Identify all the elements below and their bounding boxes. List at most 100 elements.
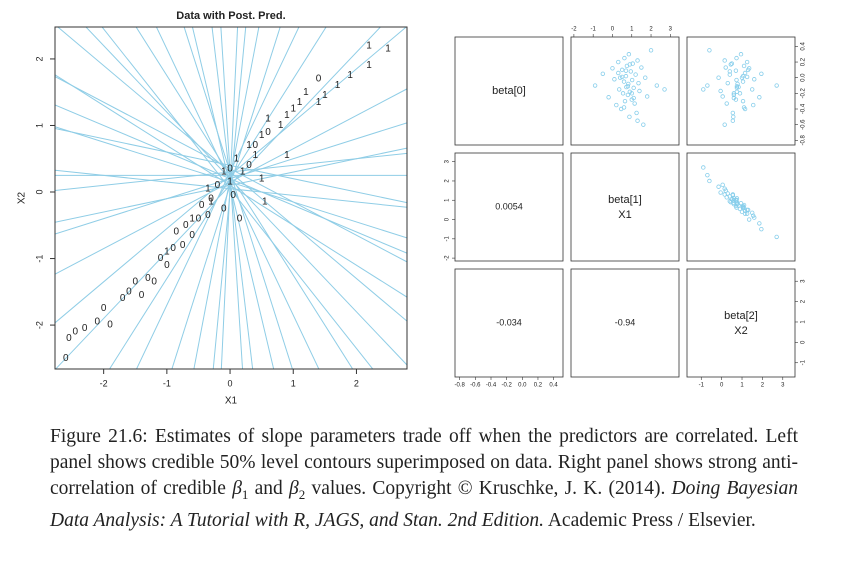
data-point: 1 [265,113,271,124]
panel-frame [570,268,680,378]
panel-frame [570,36,680,146]
data-point: 1 [385,44,391,55]
y-tick-label: 2 [801,299,807,303]
sample-point [738,200,744,206]
sample-point [731,198,737,203]
caption-book-title: Doing Bayesian Data Analysis: A Tutorial… [50,478,799,531]
data-point: 0 [246,160,252,171]
data-point: 0 [189,230,195,241]
sample-point [625,84,631,89]
data-point: 0 [227,163,233,174]
x-tick-label: -1 [163,378,171,388]
x-tick-label: 3 [669,27,673,33]
data-point: 1 [284,110,290,121]
data-point: 1 [284,150,290,161]
sample-point [728,62,734,67]
sample-point [610,66,615,71]
data-point: 0 [151,276,157,287]
sample-point [716,75,721,80]
x-tick-label: 0.0 [518,383,527,389]
sample-point [707,48,712,53]
sample-point [631,95,636,101]
data-point: 0 [215,180,221,191]
sample-point [757,95,762,100]
sample-point [731,196,737,201]
posterior-line [155,27,320,369]
sample-point [614,102,619,108]
data-point: 1 [164,247,170,258]
sample-point [701,165,706,170]
data-point: 0 [253,140,259,151]
caption-text: values. Copyright © Kruschke, J. K. (201… [305,478,672,499]
sample-point [750,210,755,215]
sample-point [730,118,736,123]
data-point: 0 [120,293,126,304]
sample-point [741,205,747,211]
y-tick-label: 1 [34,123,44,128]
panel-frame [686,36,796,146]
sample-point [633,72,638,77]
sample-point [727,69,732,74]
sample-point [746,217,752,222]
sample-point [725,80,730,86]
y-tick-label: -0.6 [801,119,807,130]
sample-point [740,73,746,79]
posterior-line [171,27,281,369]
y-tick-label: 2 [445,179,451,183]
y-tick-label: 1 [445,198,451,202]
sample-point [625,92,631,98]
data-point: 0 [107,320,113,331]
x-tick-label: -0.4 [486,383,497,389]
data-point: 1 [227,177,233,188]
variable-name: beta[0] [492,85,526,97]
y-tick-label: 3 [445,159,451,163]
data-point: 1 [303,87,309,98]
data-point: 0 [82,323,88,334]
x-tick-label: 0 [228,378,233,388]
sample-point [733,68,739,73]
data-point: 1 [234,153,240,164]
data-point: 0 [199,200,205,211]
variable-name: beta[2] [724,310,758,322]
data-point: 1 [253,150,259,161]
plot-frame [54,26,408,370]
posterior-line [193,27,260,369]
data-point: 0 [196,213,202,224]
caption-text: Figure 21.6: Estimates of slope paramete… [50,426,798,499]
sample-point [731,95,737,101]
sample-point [740,79,746,84]
data-point: 1 [366,40,372,51]
caption-symbol: β [289,478,299,499]
sample-point [637,88,642,94]
y-tick-label: 0.2 [801,57,807,66]
sample-point [643,75,648,80]
sample-point [629,91,634,96]
x-tick-label: 0 [611,27,615,33]
data-point: 0 [158,253,164,264]
sample-point [725,191,730,196]
sample-point [622,98,628,104]
panel-frame [454,268,564,378]
x-tick-label: 1 [291,378,296,388]
sample-point [720,182,725,188]
sample-point [741,63,747,69]
sample-point [701,87,706,92]
posterior-line [191,27,275,369]
x-tick-label: 0 [720,383,724,389]
y-tick-label: 1 [801,320,807,324]
sample-point [722,58,727,63]
data-point: 0 [237,213,243,224]
data-point: 1 [297,97,303,108]
sample-point [634,110,639,116]
data-point: 0 [180,240,186,251]
data-point: 1 [259,130,265,141]
data-point: 0 [208,193,214,204]
data-point: 1 [347,70,353,81]
x-tick-label: 0.2 [534,383,543,389]
sample-point [632,101,637,106]
sample-point [705,172,710,178]
posterior-line [220,27,244,369]
sample-point [729,61,735,66]
